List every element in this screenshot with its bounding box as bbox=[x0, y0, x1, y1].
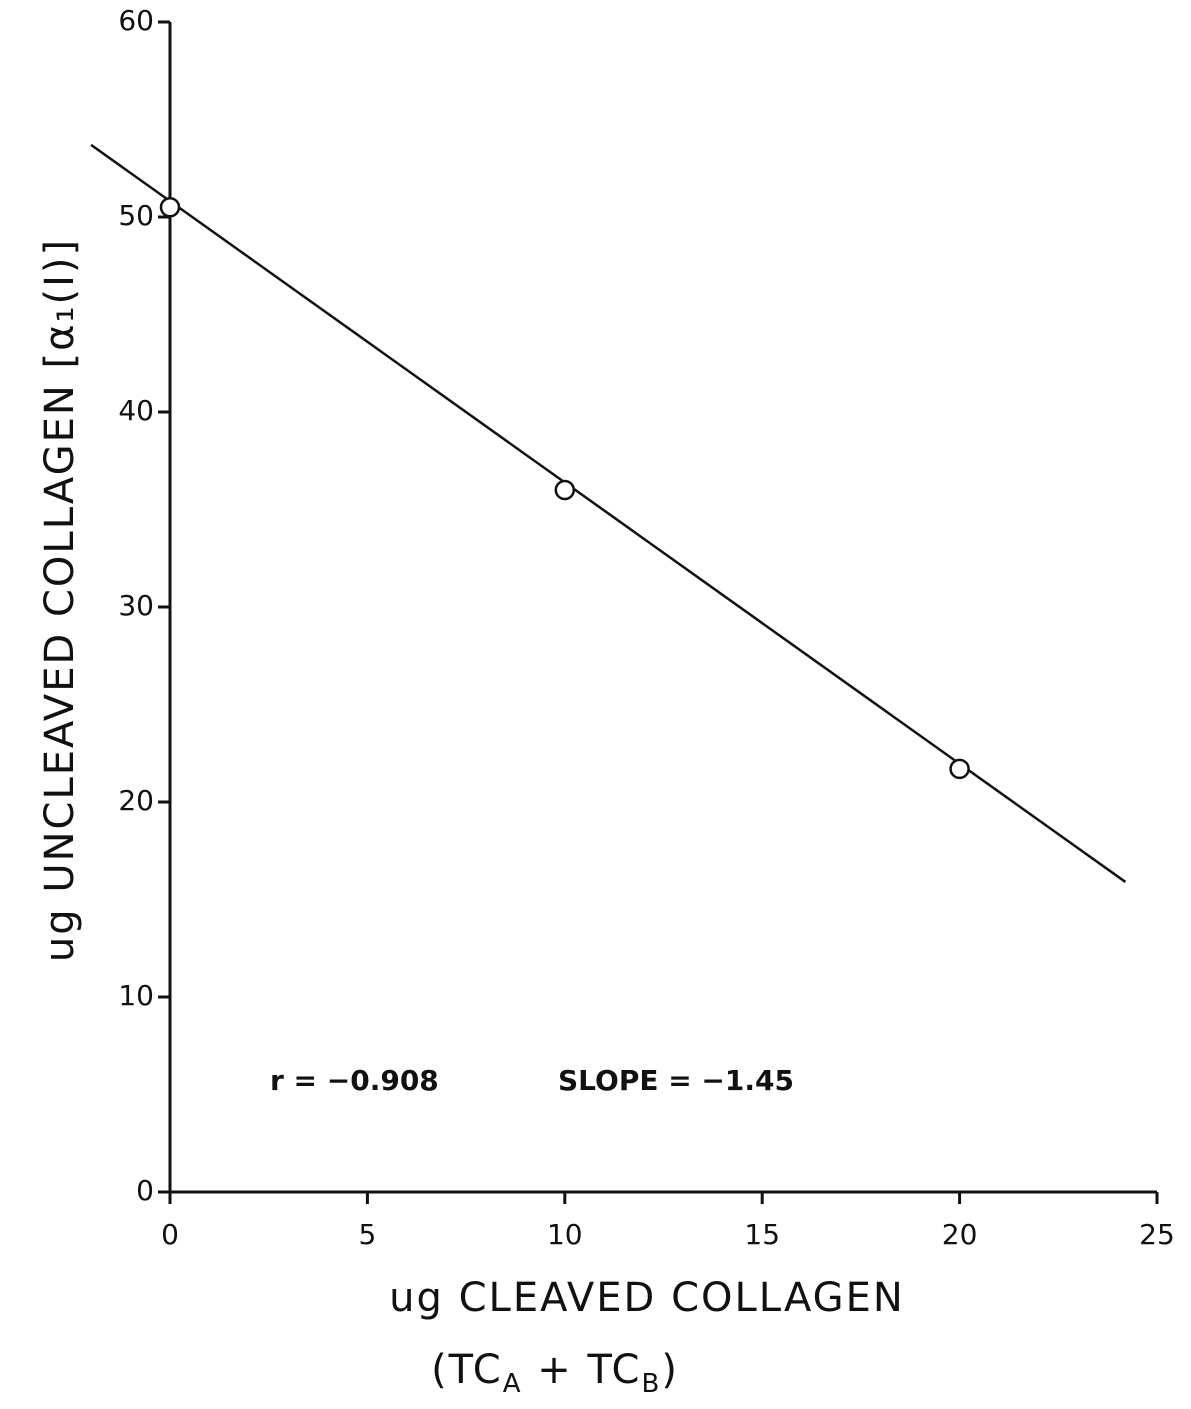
x-axis-sublabel: (TCA + TCB) bbox=[431, 1347, 679, 1399]
y-tick-label: 10 bbox=[118, 979, 154, 1012]
data-point bbox=[949, 758, 970, 780]
x-sublabel-part: B bbox=[641, 1369, 661, 1399]
y-tick-label: 40 bbox=[118, 394, 154, 427]
x-tick-label: 5 bbox=[358, 1218, 376, 1251]
x-sublabel-part: + TC bbox=[523, 1347, 642, 1393]
x-sublabel-part: (TC bbox=[431, 1347, 503, 1393]
y-tick-label: 50 bbox=[118, 199, 154, 232]
data-point bbox=[159, 197, 181, 218]
fit-line bbox=[90, 143, 1127, 883]
data-point bbox=[554, 479, 576, 501]
annotation: r = −0.908 bbox=[270, 1064, 439, 1097]
annotation: SLOPE = −1.45 bbox=[558, 1064, 794, 1097]
x-axis-label: ug CLEAVED COLLAGEN bbox=[389, 1275, 905, 1321]
y-tick-label: 20 bbox=[118, 784, 154, 817]
y-tick-label: 30 bbox=[118, 589, 154, 622]
x-tick-label: 10 bbox=[547, 1218, 583, 1251]
y-tick-label: 0 bbox=[136, 1174, 154, 1207]
y-tick-label: 60 bbox=[118, 4, 154, 37]
y-axis-label: ug UNCLEAVED COLLAGEN [α₁(I)] bbox=[37, 238, 83, 962]
x-tick-label: 0 bbox=[161, 1218, 179, 1251]
x-tick-label: 15 bbox=[744, 1218, 780, 1251]
x-sublabel-part: ) bbox=[661, 1347, 679, 1393]
x-tick-label: 25 bbox=[1139, 1218, 1175, 1251]
x-tick-label: 20 bbox=[942, 1218, 978, 1251]
x-sublabel-part: A bbox=[503, 1369, 523, 1399]
